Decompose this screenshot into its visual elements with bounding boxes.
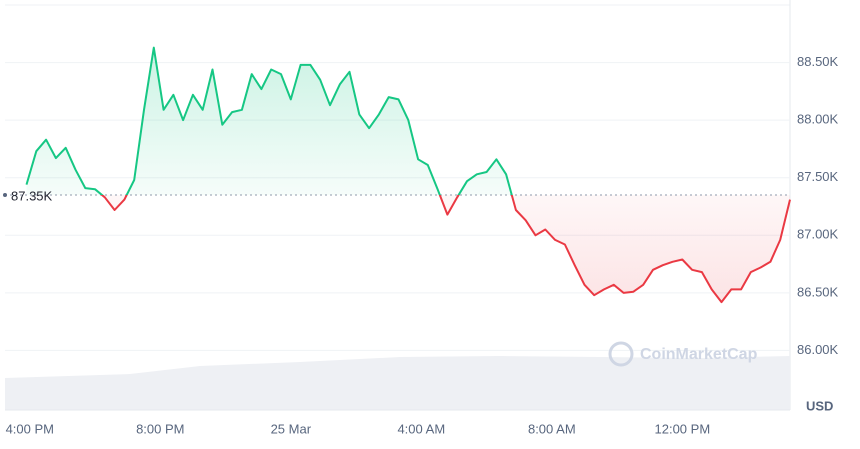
x-tick-label: 4:00 PM	[6, 421, 54, 436]
axis-unit: USD	[806, 398, 833, 413]
y-tick-label: 88.00K	[797, 112, 839, 127]
watermark: CoinMarketCap	[608, 341, 758, 367]
area	[26, 47, 790, 303]
y-tick-label: 86.00K	[797, 342, 839, 357]
y-tick-label: 87.00K	[797, 227, 839, 242]
watermark-text: CoinMarketCap	[640, 346, 758, 363]
y-tick-label: 86.50K	[797, 284, 839, 299]
x-tick-label: 8:00 AM	[528, 421, 576, 436]
x-tick-label: 25 Mar	[271, 421, 312, 436]
baseline-dot	[3, 192, 7, 197]
x-tick-label: 12:00 PM	[655, 421, 711, 436]
x-tick-label: 8:00 PM	[136, 421, 184, 436]
baseline-label: 87.35K	[11, 188, 53, 203]
volume-area	[5, 356, 790, 410]
y-tick-label: 88.50K	[797, 54, 839, 69]
price-line	[25, 46, 791, 304]
y-tick-label: 87.50K	[797, 169, 839, 184]
x-tick-label: 4:00 AM	[397, 421, 445, 436]
